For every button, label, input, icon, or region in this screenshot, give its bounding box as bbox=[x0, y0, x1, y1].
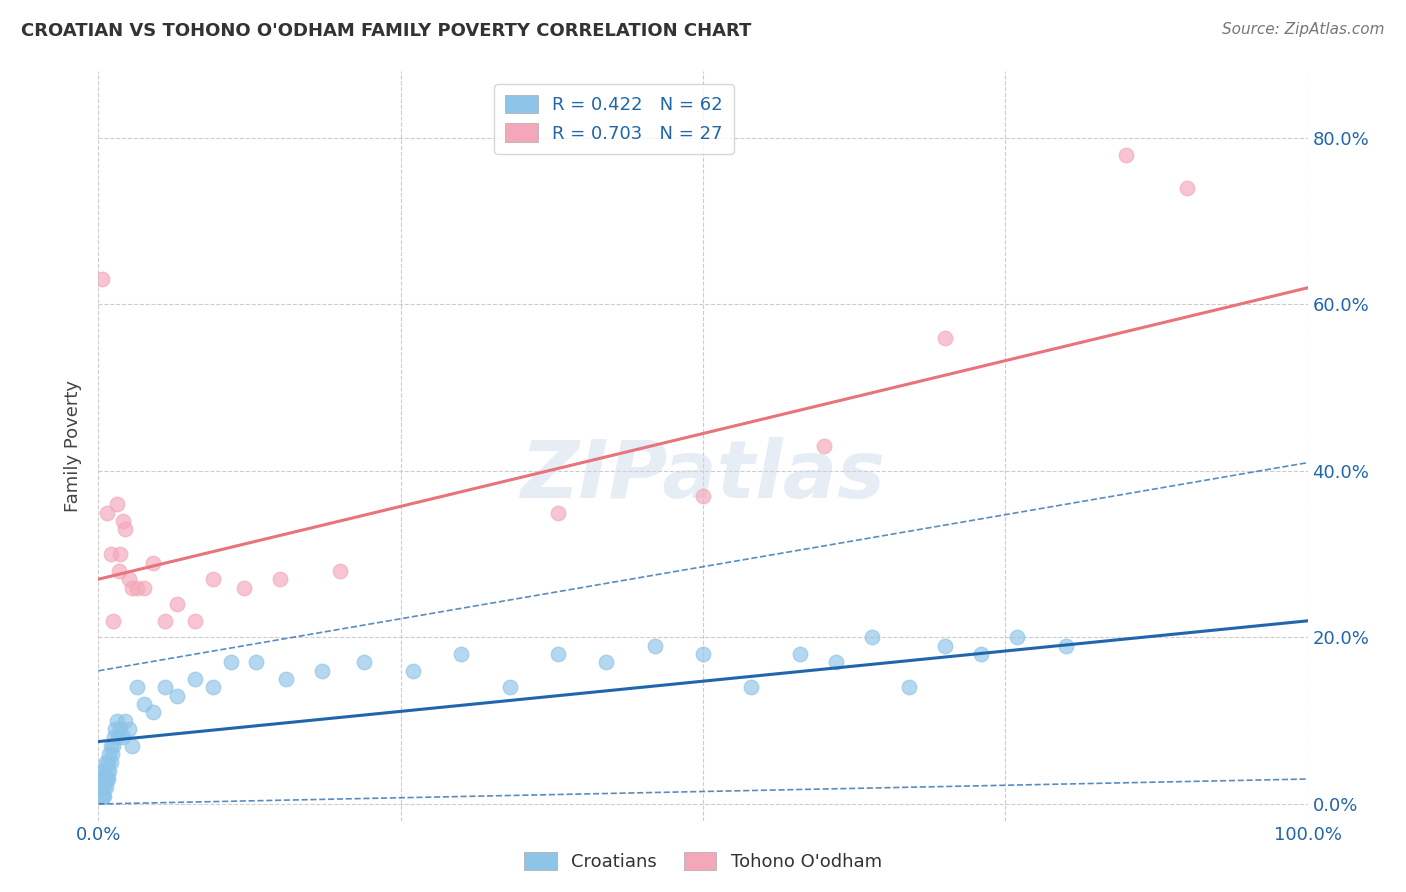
Point bbox=[91, 772, 114, 786]
Point bbox=[127, 681, 149, 695]
Point bbox=[153, 681, 176, 695]
Point bbox=[91, 789, 114, 803]
Point bbox=[402, 664, 425, 678]
Point bbox=[104, 722, 127, 736]
Point bbox=[1007, 631, 1029, 645]
Point bbox=[100, 547, 122, 561]
Point bbox=[269, 572, 291, 586]
Point bbox=[221, 656, 243, 670]
Point bbox=[740, 681, 762, 695]
Point bbox=[100, 756, 122, 770]
Point bbox=[245, 656, 267, 670]
Point bbox=[692, 647, 714, 661]
Point bbox=[934, 639, 956, 653]
Point bbox=[111, 731, 134, 745]
Point bbox=[166, 689, 188, 703]
Point bbox=[91, 780, 114, 795]
Point bbox=[114, 522, 136, 536]
Point bbox=[97, 772, 120, 786]
Point bbox=[450, 647, 472, 661]
Point bbox=[96, 764, 118, 778]
Point bbox=[91, 780, 114, 795]
Point bbox=[105, 497, 128, 511]
Point bbox=[813, 439, 835, 453]
Y-axis label: Family Poverty: Family Poverty bbox=[65, 380, 83, 512]
Point bbox=[644, 639, 666, 653]
Point bbox=[101, 614, 124, 628]
Point bbox=[166, 597, 188, 611]
Point bbox=[94, 772, 117, 786]
Point bbox=[547, 506, 569, 520]
Point bbox=[353, 656, 375, 670]
Point bbox=[94, 756, 117, 770]
Point bbox=[825, 656, 848, 670]
Point bbox=[934, 331, 956, 345]
Point bbox=[94, 780, 117, 795]
Point bbox=[91, 789, 114, 803]
Point bbox=[897, 681, 920, 695]
Point bbox=[96, 506, 118, 520]
Point bbox=[134, 697, 156, 711]
Point bbox=[311, 664, 333, 678]
Point bbox=[100, 747, 122, 761]
Point bbox=[107, 731, 129, 745]
Point bbox=[498, 681, 520, 695]
Point bbox=[127, 581, 149, 595]
Point bbox=[108, 564, 131, 578]
Point bbox=[970, 647, 993, 661]
Legend: Croatians, Tohono O'odham: Croatians, Tohono O'odham bbox=[517, 845, 889, 879]
Point bbox=[98, 764, 121, 778]
Point bbox=[103, 731, 125, 745]
Point bbox=[595, 656, 617, 670]
Point bbox=[184, 672, 207, 686]
Point bbox=[101, 739, 124, 753]
Point bbox=[232, 581, 254, 595]
Text: CROATIAN VS TOHONO O'ODHAM FAMILY POVERTY CORRELATION CHART: CROATIAN VS TOHONO O'ODHAM FAMILY POVERT… bbox=[21, 22, 751, 40]
Point bbox=[90, 764, 112, 778]
Point bbox=[121, 739, 143, 753]
Point bbox=[329, 564, 352, 578]
Text: Source: ZipAtlas.com: Source: ZipAtlas.com bbox=[1222, 22, 1385, 37]
Point bbox=[108, 722, 131, 736]
Point bbox=[91, 772, 114, 786]
Point bbox=[100, 739, 122, 753]
Point bbox=[1175, 181, 1198, 195]
Point bbox=[692, 489, 714, 503]
Point bbox=[118, 572, 141, 586]
Point bbox=[89, 780, 111, 795]
Point bbox=[111, 514, 134, 528]
Point bbox=[108, 547, 131, 561]
Point bbox=[134, 581, 156, 595]
Point bbox=[90, 772, 112, 786]
Point bbox=[860, 631, 883, 645]
Point bbox=[98, 747, 121, 761]
Text: ZIPatlas: ZIPatlas bbox=[520, 437, 886, 515]
Point bbox=[142, 706, 165, 720]
Point bbox=[93, 764, 115, 778]
Point bbox=[91, 272, 114, 286]
Point bbox=[142, 556, 165, 570]
Point bbox=[184, 614, 207, 628]
Point bbox=[1115, 147, 1137, 161]
Point bbox=[121, 581, 143, 595]
Legend: R = 0.422   N = 62, R = 0.703   N = 27: R = 0.422 N = 62, R = 0.703 N = 27 bbox=[495, 84, 734, 153]
Point bbox=[547, 647, 569, 661]
Point bbox=[96, 772, 118, 786]
Point bbox=[118, 722, 141, 736]
Point bbox=[1054, 639, 1077, 653]
Point bbox=[789, 647, 811, 661]
Point bbox=[93, 789, 115, 803]
Point bbox=[114, 714, 136, 728]
Point bbox=[202, 681, 225, 695]
Point bbox=[97, 756, 120, 770]
Point bbox=[93, 780, 115, 795]
Point bbox=[202, 572, 225, 586]
Point bbox=[105, 714, 128, 728]
Point bbox=[153, 614, 176, 628]
Point bbox=[274, 672, 297, 686]
